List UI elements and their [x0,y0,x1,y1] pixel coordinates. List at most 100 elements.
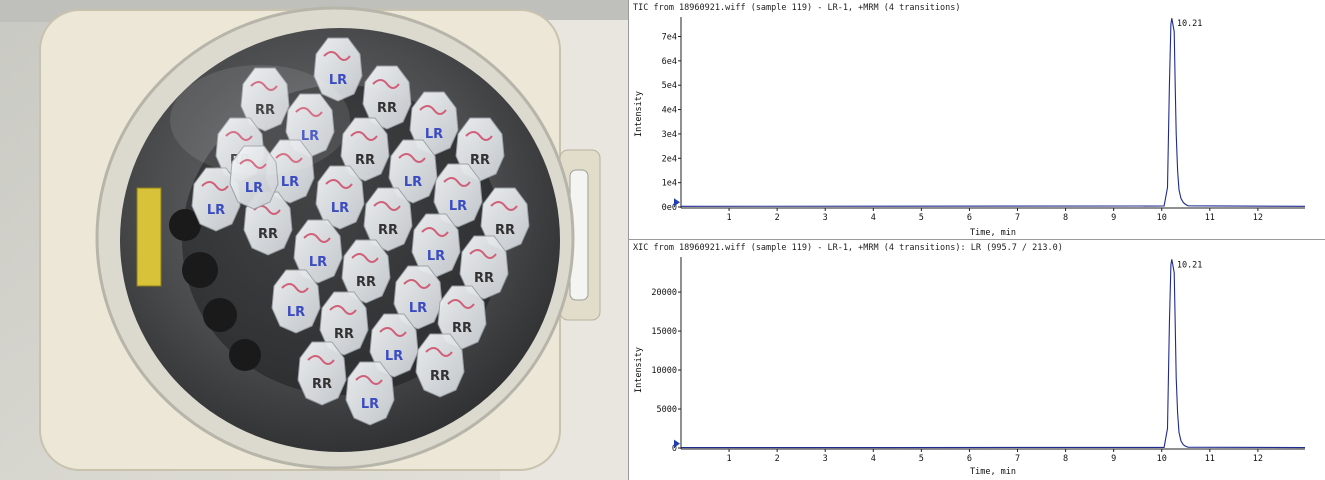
x-tick-label: 2 [775,213,780,223]
series-line [680,259,1306,449]
x-axis-label: Time, min [970,228,1016,238]
x-tick-label: 2 [775,454,780,464]
x-tick-label: 11 [1205,213,1215,223]
tube: RR [363,187,413,252]
x-tick-label: 8 [1063,454,1068,464]
y-tick-label: 1e4 [662,179,677,189]
tube-label: RR [470,153,490,168]
tube-red-mark [350,131,378,141]
y-tick-label: 20000 [651,288,677,298]
tube-label: RR [334,327,354,342]
x-tick-label: 5 [919,454,924,464]
tube-label: LR [404,175,422,190]
x-tick-label: 3 [823,213,828,223]
tube-label: LR [281,175,299,190]
x-tick-label: 4 [871,213,876,223]
x-tick-label: 11 [1205,454,1215,464]
tube: LR [265,139,315,204]
x-tick-label: 6 [967,454,972,464]
tube: RR [341,239,391,304]
y-tick-label: 2e4 [662,154,677,164]
tube-red-mark [373,201,401,211]
y-tick-label: 0e0 [662,203,677,213]
tube-red-mark [239,159,267,169]
tube: LR [411,213,461,278]
tube-red-mark [425,347,453,357]
x-tick-label: 6 [967,213,972,223]
tube-cap [415,333,465,398]
tube-red-mark [325,179,353,189]
centrifuge-photo: LR RR LR RR LR RR LR RR LR RR LR RR LR RR LR RR LR RR LR RR… [0,0,628,480]
tube-label: RR [377,101,397,116]
tube-cap [271,269,321,334]
tube-layer: LR RR LR RR LR RR LR RR LR RR LR RR LR RR LR RR LR RR LR RR… [191,37,530,426]
tube-label: LR [207,203,225,218]
tube-red-mark [421,227,449,237]
tube: LR [409,91,459,156]
tube-red-mark [303,233,331,243]
y-tick-label: 4e4 [662,106,677,116]
tube-label: LR [409,301,427,316]
tube-red-mark [355,375,383,385]
x-tick-label: 1 [727,454,732,464]
tube: LR [229,145,279,210]
tube-red-mark [419,105,447,115]
tube-label: LR [427,249,445,264]
tube-label: RR [312,377,332,392]
x-tick-label: 12 [1253,454,1263,464]
axes-layer [680,17,1305,209]
peak-label: 10.21 [1177,19,1203,29]
x-tick-label: 9 [1111,213,1116,223]
x-tick-label: 10 [1157,454,1167,464]
y-tick-label: 6e4 [662,57,677,67]
tube-red-mark [329,305,357,315]
tube-red-mark [201,181,229,191]
tube-red-mark [490,201,518,211]
tube: LR [369,313,419,378]
tube-red-mark [403,279,431,289]
xic-chromatogram: XIC from 18960921.wiff (sample 119) - LR… [633,243,1306,477]
tube: RR [480,187,530,252]
tube-red-mark [443,177,471,187]
y-axis-label: Intensity [634,91,644,137]
tube-label: RR [452,321,472,336]
tube-red-mark [307,355,335,365]
tube-label: LR [287,305,305,320]
tube: RR [319,291,369,356]
y-axis-label: Intensity [634,347,644,393]
tic-chromatogram: TIC from 18960921.wiff (sample 119) - LR… [629,3,1325,240]
tube-red-mark [379,327,407,337]
tube: LR [345,361,395,426]
tube: RR [362,65,412,130]
chart-title: XIC from 18960921.wiff (sample 119) - LR… [633,243,1063,253]
trace-layer [674,259,1306,449]
tube: LR [315,165,365,230]
tube-cap [297,341,347,406]
x-tick-label: 3 [823,454,828,464]
tube: RR [297,341,347,406]
x-tick-label: 7 [1015,454,1020,464]
trace-layer [674,18,1306,207]
tube: RR [459,235,509,300]
tube: LR [191,167,241,232]
chart-title: TIC from 18960921.wiff (sample 119) - LR… [633,3,961,13]
y-tick-label: 15000 [651,327,677,337]
tube-red-mark [469,249,497,259]
tube-label: RR [378,223,398,238]
x-tick-label: 7 [1015,213,1020,223]
tube-label: RR [474,271,494,286]
axes-layer [680,257,1305,450]
tube: LR [293,219,343,284]
tube-red-mark [250,81,278,91]
tube-red-mark [275,153,303,163]
tube-red-mark [295,107,323,117]
tube-label: LR [331,201,349,216]
tube-label: LR [425,127,443,142]
centrifuge-photo-image: LR RR LR RR LR RR LR RR LR RR LR RR LR RR LR RR LR RR LR RR… [0,0,628,480]
tube-label: RR [495,223,515,238]
tube: LR [388,139,438,204]
y-tick-label: 10000 [651,366,677,376]
tube-red-mark [398,153,426,163]
tube: LR [393,265,443,330]
